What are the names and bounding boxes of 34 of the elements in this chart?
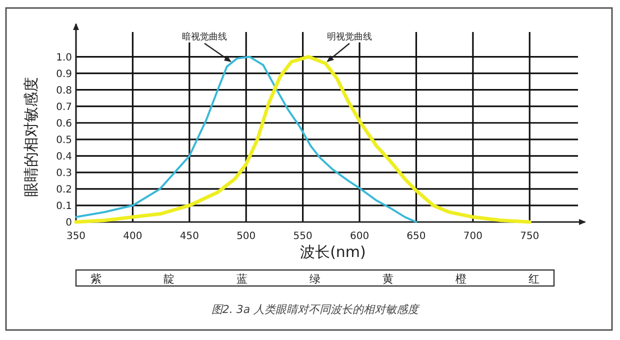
text: 靛 — [164, 272, 174, 286]
x-tick-label: 700 — [463, 231, 482, 242]
y-tick-label: 1.0 — [56, 52, 72, 64]
y-tick-label: 0.2 — [56, 184, 72, 196]
x-tick-label: 600 — [350, 231, 370, 242]
x-tick-label: 400 — [123, 231, 142, 242]
x-tick-label: 650 — [406, 231, 426, 242]
text: 绿 — [310, 272, 320, 286]
line-series — [75, 56, 418, 223]
x-tick-label: 550 — [293, 231, 312, 242]
y-tick-label: 0.6 — [56, 118, 72, 130]
y-tick-label: 0.7 — [56, 102, 72, 113]
y-tick-label: 0.8 — [56, 85, 72, 96]
text: 黄 — [382, 272, 394, 286]
text: 橙 — [456, 272, 466, 286]
y-tick-label: 0.4 — [56, 151, 72, 162]
caption: 图2. 3a 人类眼睛对不同波长的相对敏感度 — [211, 303, 421, 316]
y-tick-label: 0.1 — [56, 200, 72, 212]
x-axis-title: 波长(nm) — [300, 243, 366, 261]
x-tick-label: 350 — [66, 231, 86, 242]
x-tick-label: 750 — [520, 231, 540, 242]
text: 红 — [528, 272, 540, 286]
y-tick-label: 0.5 — [56, 134, 72, 146]
x-tick-label: 450 — [180, 231, 199, 242]
text: 紫 — [90, 272, 102, 286]
line-series — [74, 55, 532, 224]
annotation: 明视觉曲线 — [327, 31, 372, 42]
x-tick-label: 500 — [236, 231, 256, 242]
y-axis-title: 眼睛的相对敏感度 — [22, 77, 40, 197]
text: 蓝 — [236, 272, 248, 286]
y-tick-label: 0 — [66, 218, 72, 228]
y-tick-label: 0.3 — [56, 168, 72, 179]
y-tick-label: 0.9 — [56, 68, 72, 80]
annotation: 暗视觉曲线 — [182, 31, 228, 42]
